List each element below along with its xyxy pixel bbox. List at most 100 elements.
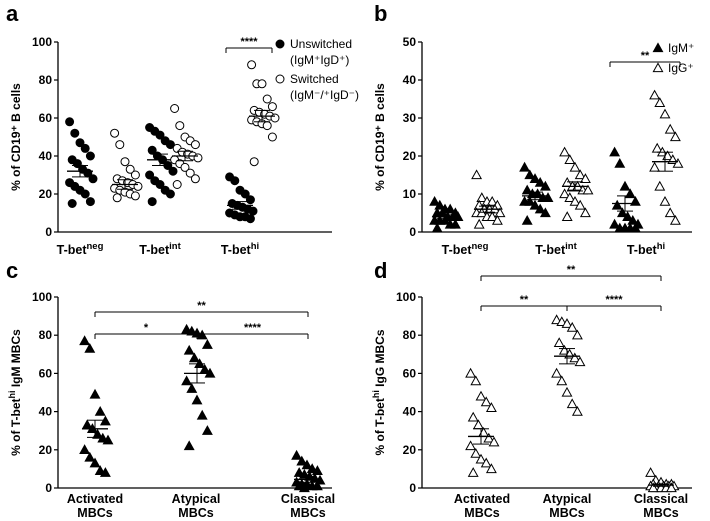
data-point (473, 218, 485, 229)
category-label: T-betneg (442, 241, 489, 257)
category-label-line2: MBCs (643, 506, 678, 520)
data-point (480, 396, 492, 407)
data-point (582, 184, 594, 195)
legend-label-line2: (IgM⁻/⁺IgD⁻) (290, 88, 359, 102)
data-point (147, 197, 157, 207)
y-tick-label: 30 (403, 111, 417, 125)
data-point (185, 168, 195, 178)
data-point (472, 419, 484, 430)
y-tick-label: 100 (32, 35, 52, 49)
y-axis-title-text: % of T-bethi IgM MBCs (7, 329, 23, 456)
panel-letter-c: c (6, 258, 18, 283)
category-label: Activated (454, 492, 510, 506)
data-point (145, 170, 155, 180)
panel-b-chart: 0 10 20 30 40 50 % of CD19⁺ B cells T-betneg T-b… (373, 35, 694, 257)
data-point (624, 188, 636, 199)
data-point (196, 329, 208, 340)
data-point (291, 449, 303, 460)
data-point (571, 329, 583, 340)
significance-label: **** (240, 36, 258, 48)
data-point (125, 164, 135, 174)
y-axis-title: % of CD19⁺ B cells (9, 83, 23, 191)
data-point (475, 453, 487, 464)
data-point (298, 482, 310, 493)
y-tick-label: 20 (403, 443, 417, 457)
legend-marker (275, 74, 285, 84)
data-point (175, 121, 185, 131)
data-point (564, 154, 576, 164)
significance-label: **** (244, 322, 262, 334)
data-point (245, 214, 255, 224)
y-tick-label: 0 (409, 481, 416, 495)
y-tick-label: 50 (403, 35, 417, 49)
data-point (188, 352, 200, 363)
panel-letter-d: d (374, 258, 387, 283)
data-point (165, 140, 175, 150)
data-point (569, 352, 581, 363)
category-label: T-betint (535, 241, 577, 257)
data-point (110, 128, 120, 138)
significance-label: ** (197, 300, 206, 312)
y-tick-label: 10 (403, 187, 417, 201)
data-point (165, 189, 175, 199)
data-point (574, 199, 586, 210)
data-point (429, 195, 441, 206)
data-point (622, 211, 634, 221)
y-tick-label: 0 (45, 225, 52, 239)
y-axis-title: % of T-bethi IgM MBCs (7, 329, 23, 456)
data-point (80, 189, 90, 199)
y-tick-label: 20 (403, 149, 417, 163)
data-point (486, 211, 498, 221)
data-point (248, 206, 258, 216)
data-point (94, 405, 106, 416)
significance-label: ** (641, 50, 650, 62)
data-point (664, 207, 676, 218)
data-point (190, 174, 200, 184)
significance-label: ** (567, 264, 576, 276)
y-tick-label: 60 (403, 366, 417, 380)
category-label-line2: MBCs (549, 506, 584, 520)
data-point (84, 451, 96, 462)
data-point (99, 415, 111, 426)
data-point (609, 218, 621, 229)
data-point (539, 207, 551, 218)
data-point (89, 457, 101, 468)
data-point (465, 367, 477, 378)
data-point (483, 432, 495, 443)
data-point (120, 157, 130, 167)
data-point (65, 117, 75, 127)
data-point (191, 394, 203, 405)
data-point (230, 176, 240, 186)
y-tick-label: 20 (39, 443, 53, 457)
data-point (170, 104, 180, 113)
legend-label-line2: (IgM⁺IgD⁺) (290, 53, 349, 67)
data-point (542, 192, 554, 202)
data-point (485, 463, 497, 474)
data-point (569, 161, 581, 172)
significance-label: * (144, 322, 149, 334)
data-point (611, 199, 623, 210)
data-point (619, 180, 631, 191)
data-point (80, 143, 90, 153)
data-point (524, 195, 536, 206)
data-point (267, 102, 277, 112)
data-point (172, 180, 182, 189)
y-axis-title: % of CD19⁺ B cells (373, 83, 387, 191)
data-point (190, 140, 200, 150)
data-point (201, 339, 213, 349)
data-point (434, 199, 446, 210)
y-tick-label: 0 (409, 225, 416, 239)
data-point (439, 214, 451, 225)
y-axis-title-text: % of CD19⁺ B cells (9, 83, 23, 191)
data-point (564, 192, 576, 202)
data-point (539, 180, 551, 191)
legend-label: IgG⁺ (668, 61, 694, 75)
data-point (664, 123, 676, 134)
data-point (112, 193, 122, 203)
data-point (614, 157, 626, 168)
data-point (99, 467, 111, 477)
data-point (196, 409, 208, 420)
category-label: Atypical (172, 492, 221, 506)
data-point (561, 386, 573, 397)
data-point (201, 425, 213, 435)
